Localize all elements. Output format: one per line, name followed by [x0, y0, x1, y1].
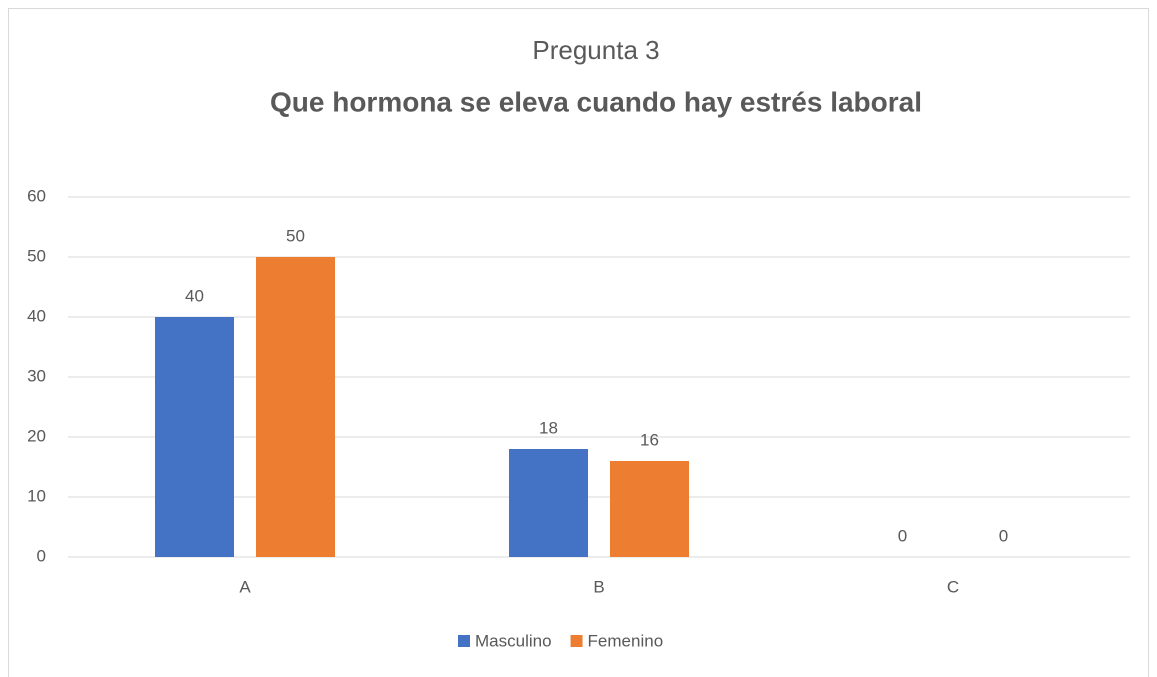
- data-label: 50: [286, 226, 305, 245]
- y-tick-label: 30: [27, 366, 46, 385]
- bar: [155, 317, 234, 557]
- x-tick-label: C: [947, 577, 959, 596]
- y-tick-label: 20: [27, 426, 46, 445]
- data-label: 18: [539, 418, 558, 437]
- bar: [610, 461, 689, 557]
- legend-swatch: [570, 635, 583, 647]
- bar: [256, 257, 335, 557]
- chart-title: Pregunta 3: [532, 35, 659, 65]
- legend-swatch: [458, 635, 470, 647]
- y-tick-label: 0: [37, 546, 46, 565]
- x-tick-label: A: [239, 577, 251, 596]
- bar: [509, 449, 588, 557]
- y-tick-label: 60: [27, 186, 46, 205]
- chart-subtitle: Que hormona se eleva cuando hay estrés l…: [270, 86, 922, 117]
- y-tick-label: 10: [27, 486, 46, 505]
- y-tick-label: 40: [27, 306, 46, 325]
- data-label: 0: [999, 526, 1008, 545]
- x-tick-label: B: [593, 577, 604, 596]
- y-tick-label: 50: [27, 246, 46, 265]
- data-label: 16: [640, 430, 659, 449]
- legend-label: Femenino: [588, 631, 664, 650]
- data-label: 0: [898, 526, 907, 545]
- data-label: 40: [185, 286, 204, 305]
- legend-label: Masculino: [475, 631, 552, 650]
